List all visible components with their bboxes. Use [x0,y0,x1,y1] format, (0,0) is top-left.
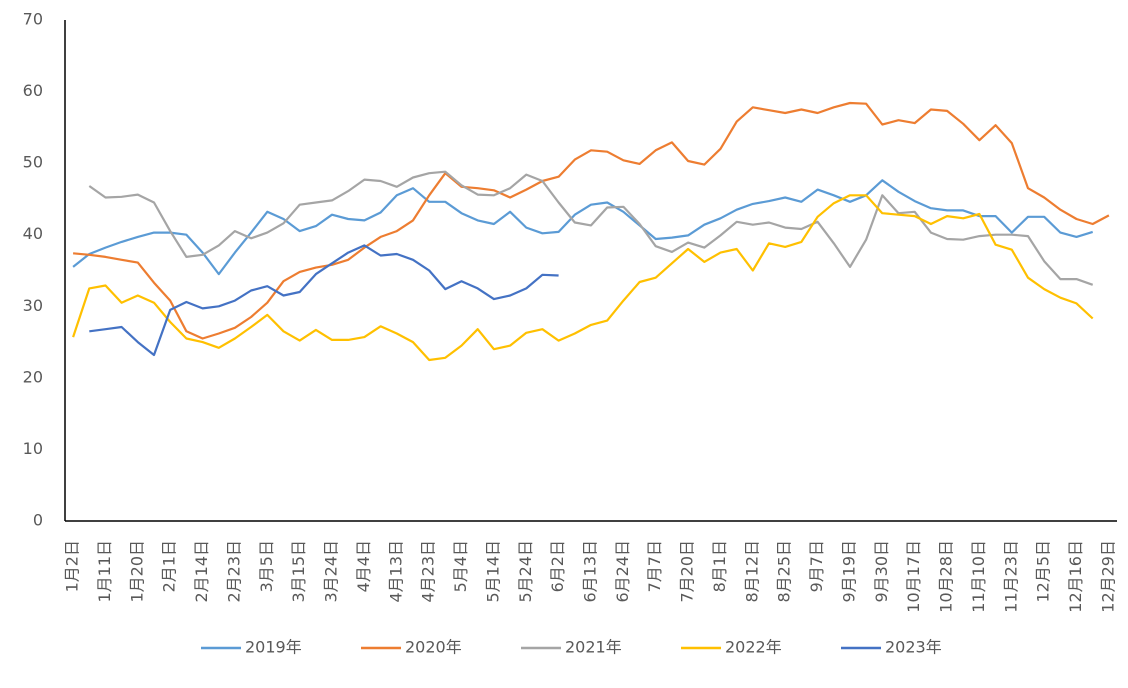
x-tick-label: 9月19日 [839,540,858,603]
x-tick-label: 5月4日 [451,540,470,592]
x-tick-label: 11月23日 [1001,540,1020,613]
x-tick-label: 4月23日 [419,540,438,603]
x-tick-label: 5月24日 [516,540,535,603]
x-tick-label: 4月13日 [386,540,405,603]
y-tick-label: 40 [23,224,43,243]
x-tick-label: 3月24日 [322,540,341,603]
x-tick-label: 12月29日 [1098,540,1117,613]
legend-label: 2019年 [245,638,302,657]
x-tick-label: 3月5日 [257,540,276,592]
series-line [72,101,1110,340]
x-tick-label: 1月20日 [127,540,146,603]
x-tick-label: 7月20日 [678,540,697,603]
x-tick-label: 7月7日 [645,540,664,592]
x-tick-label: 4月4日 [354,540,373,592]
x-tick-label: 3月15日 [289,540,308,603]
legend-label: 2021年 [565,638,622,657]
x-tick-label: 6月13日 [581,540,600,603]
x-tick-label: 8月12日 [742,540,761,603]
x-tick-label: 10月17日 [904,540,923,613]
x-tick-label: 11月10日 [969,540,988,613]
x-tick-label: 9月7日 [807,540,826,592]
y-tick-label: 0 [33,511,43,530]
x-tick-label: 2月14日 [192,540,211,603]
x-tick-label: 12月16日 [1066,540,1085,613]
series-line [89,244,559,357]
x-tick-label: 6月2日 [548,540,567,592]
x-tick-label: 12月5日 [1034,540,1053,603]
x-tick-label: 10月28日 [937,540,956,613]
legend-label: 2022年 [725,638,782,657]
x-tick-label: 8月1日 [710,540,729,592]
x-tick-label: 2月23日 [224,540,243,603]
series-line [88,170,1094,286]
x-tick-label: 1月2日 [63,540,82,592]
legend-label: 2020年 [405,638,462,657]
y-tick-label: 70 [23,10,43,29]
x-tick-label: 5月14日 [483,540,502,603]
y-tick-label: 20 [23,367,43,386]
x-tick-label: 1月11日 [95,540,114,603]
x-tick-label: 9月30日 [872,540,891,603]
x-tick-label: 2月1日 [160,540,179,592]
x-tick-label: 8月25日 [775,540,794,603]
y-tick-label: 50 [23,153,43,172]
y-tick-label: 30 [23,296,43,315]
x-tick-label: 6月24日 [613,540,632,603]
series-line [72,194,1094,362]
y-tick-label: 60 [23,81,43,100]
legend-label: 2023年 [885,638,942,657]
series-line [72,179,1094,276]
y-tick-label: 10 [23,439,43,458]
